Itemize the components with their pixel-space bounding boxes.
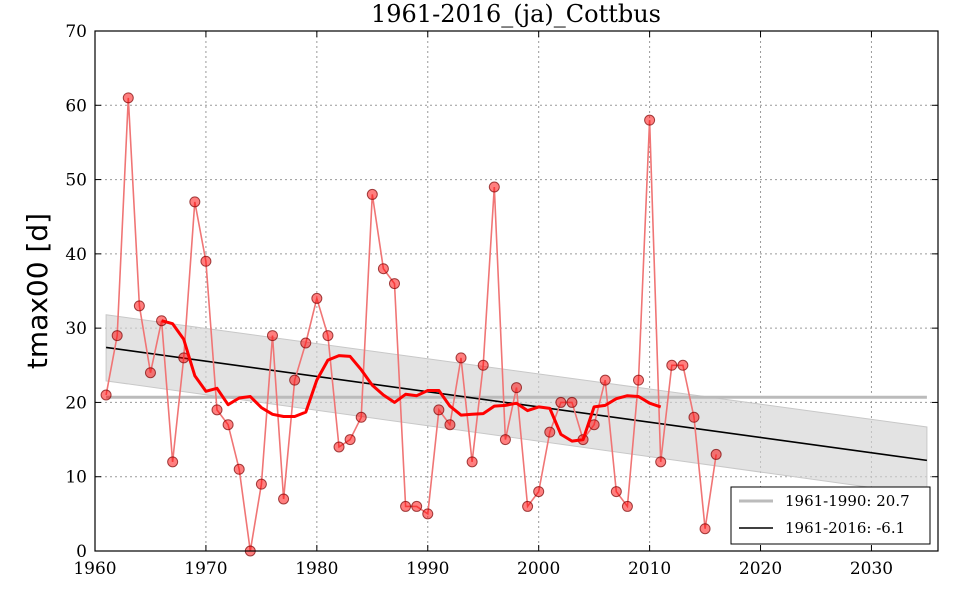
data-point — [511, 382, 522, 394]
data-point — [300, 337, 312, 349]
data-point — [688, 411, 700, 423]
data-point — [655, 456, 667, 468]
data-point — [433, 404, 445, 416]
data-point — [111, 330, 123, 342]
legend: 1961-1990: 20.7 1961-2016: -6.1 — [730, 486, 931, 545]
data-point — [266, 330, 278, 342]
x-tick-label: 1970 — [184, 559, 227, 579]
observed-series-line — [105, 97, 717, 552]
data-point — [388, 278, 400, 290]
data-point — [122, 92, 134, 104]
y-tick-label: 0 — [76, 542, 87, 562]
y-tick-label: 50 — [65, 171, 87, 191]
data-point — [699, 523, 711, 535]
data-point — [610, 486, 622, 498]
data-point — [411, 500, 423, 512]
x-tick-label: 2020 — [739, 559, 782, 579]
y-tick-label: 40 — [65, 245, 87, 265]
data-point — [677, 359, 689, 371]
y-axis-label: tmax00 [d] — [21, 213, 54, 369]
data-point — [322, 330, 334, 342]
x-tick-label: 2030 — [850, 559, 893, 579]
x-tick-label: 1960 — [73, 559, 116, 579]
data-point — [144, 367, 156, 379]
data-point — [278, 493, 290, 505]
data-point — [189, 196, 201, 208]
observed-line — [105, 97, 717, 552]
x-tick-label: 2000 — [517, 559, 560, 579]
data-point — [255, 478, 267, 490]
y-tick-label: 10 — [65, 468, 87, 488]
y-axis-ticks: 0 10 20 30 40 50 60 70 — [65, 22, 938, 562]
data-point — [544, 426, 556, 438]
data-point — [422, 508, 434, 520]
data-point — [366, 188, 378, 200]
grid — [95, 31, 938, 551]
data-point — [289, 374, 301, 386]
observed-series-points — [100, 92, 722, 557]
data-point — [477, 359, 489, 371]
data-point — [633, 374, 645, 386]
legend-label: 1961-2016: -6.1 — [785, 519, 905, 537]
y-tick-label: 20 — [65, 393, 87, 413]
moving-average-line — [161, 319, 662, 443]
data-point — [355, 411, 367, 423]
plot-frame — [94, 30, 939, 552]
x-tick-label: 1980 — [295, 559, 338, 579]
data-point — [167, 456, 179, 468]
data-point — [100, 389, 112, 401]
data-point — [710, 448, 722, 460]
chart-title: 1961-2016_(ja)_Cottbus — [371, 0, 661, 28]
data-point — [488, 181, 500, 193]
data-point — [233, 463, 245, 475]
data-point — [666, 359, 678, 371]
y-tick-label: 70 — [65, 22, 87, 42]
x-tick-label: 1990 — [406, 559, 449, 579]
data-point — [311, 292, 323, 304]
moving-average-stroke — [161, 319, 662, 443]
y-tick-label: 30 — [65, 319, 87, 339]
data-point — [400, 500, 412, 512]
x-axis-ticks: 1960 1970 1980 1990 2000 2010 2020 2030 — [73, 31, 893, 579]
data-point — [466, 456, 478, 468]
data-point — [211, 404, 223, 416]
data-point — [344, 434, 356, 446]
data-point — [621, 500, 633, 512]
data-point — [133, 300, 145, 312]
data-point — [444, 419, 456, 431]
data-point — [644, 114, 656, 126]
y-tick-label: 60 — [65, 96, 87, 116]
data-point — [200, 255, 212, 267]
data-point — [222, 419, 234, 431]
data-point — [333, 441, 345, 453]
data-point — [377, 263, 389, 275]
data-point — [533, 486, 545, 498]
data-point — [455, 352, 467, 364]
data-point — [566, 396, 578, 408]
data-point — [599, 374, 611, 386]
legend-box — [730, 486, 931, 545]
data-point — [499, 434, 511, 446]
data-point — [555, 396, 567, 408]
data-point — [522, 500, 534, 512]
legend-label: 1961-1990: 20.7 — [785, 492, 910, 510]
x-tick-label: 2010 — [628, 559, 671, 579]
